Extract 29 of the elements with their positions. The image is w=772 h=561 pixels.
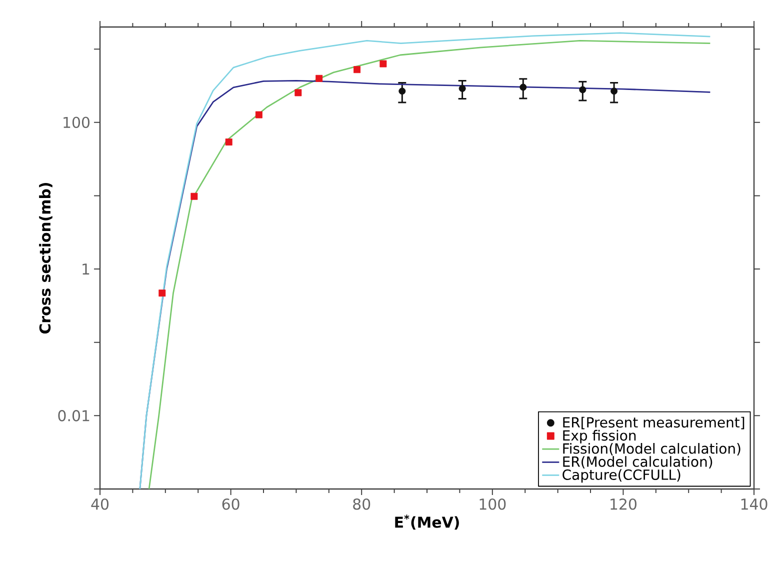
x-tick-label: 120 <box>610 498 636 510</box>
point <box>190 192 198 200</box>
point <box>380 60 387 68</box>
legend-label: Capture(CCFULL) <box>562 469 680 483</box>
y-tick-label: 0.01 <box>58 410 90 422</box>
point <box>610 88 618 95</box>
y-tick-label: 100 <box>64 116 90 128</box>
point <box>520 84 527 91</box>
point <box>579 86 586 94</box>
x-tick-label: 60 <box>222 498 240 510</box>
y-tick-label: 1 <box>82 264 90 274</box>
x-tick-label: 80 <box>353 498 370 510</box>
x-axis-title: E$^{*}$(MeV) <box>395 514 459 530</box>
point <box>458 85 466 92</box>
point <box>255 111 262 118</box>
legend-label: Exp fission <box>563 430 636 444</box>
point <box>225 138 232 146</box>
point <box>354 66 361 74</box>
point <box>158 290 166 297</box>
x-tick-label: 40 <box>91 498 109 510</box>
legend-label: ER(Model calculation) <box>563 456 712 469</box>
x-tick-label: 100 <box>480 498 506 510</box>
point <box>294 89 302 96</box>
point <box>316 74 323 82</box>
point <box>398 88 406 95</box>
y-axis-title: Cross section(mb) <box>39 183 52 334</box>
x-tick-label: 140 <box>741 498 768 510</box>
legend-label: Fission(Model calculation) <box>563 443 740 456</box>
legend-label: ER[Present measurement] <box>563 416 744 430</box>
